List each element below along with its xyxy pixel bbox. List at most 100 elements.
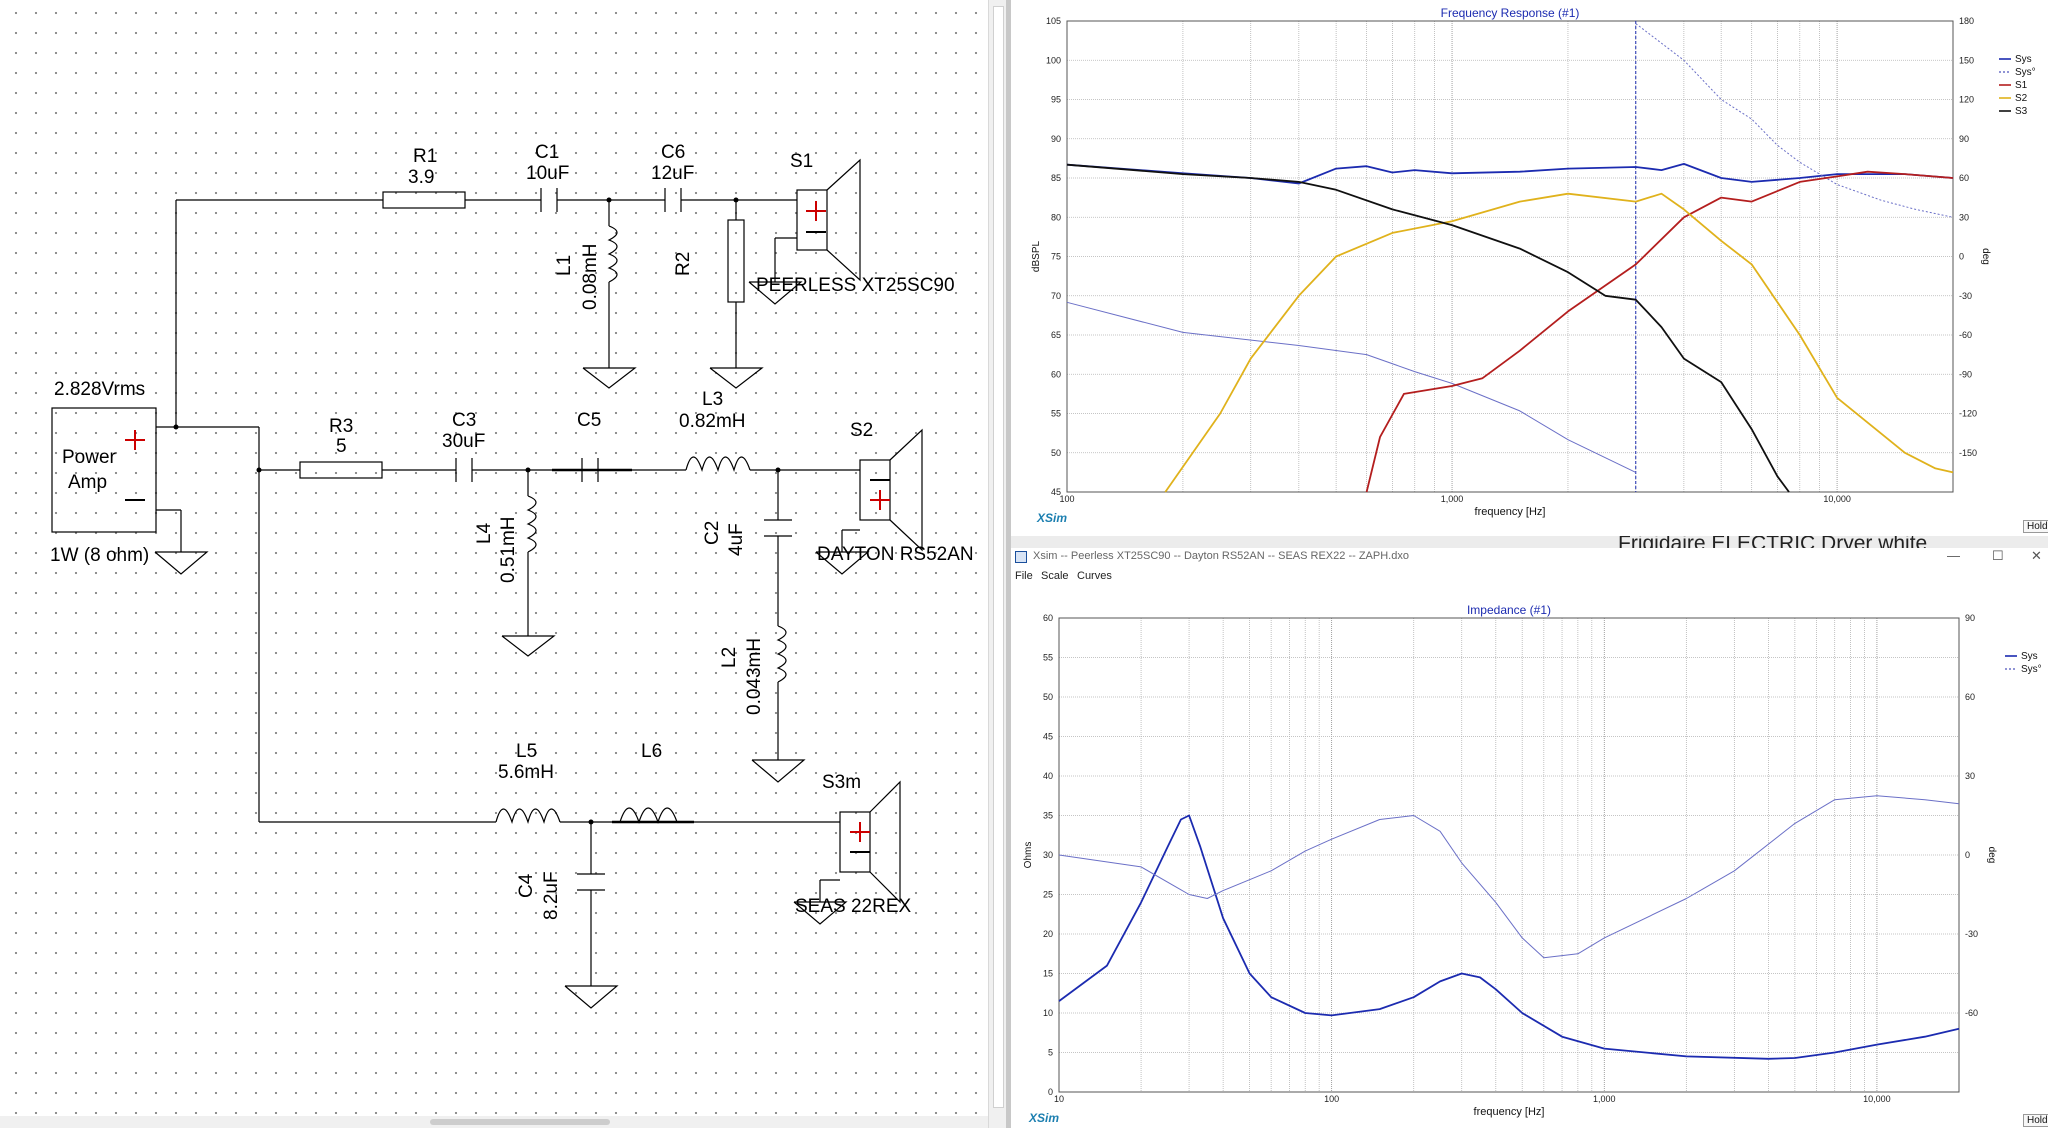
l1-name: L1: [554, 255, 575, 276]
imp-y2-tick: 30: [1965, 771, 1975, 781]
fr-x-tick: 10,000: [1823, 494, 1851, 504]
resistor-r2[interactable]: [727, 219, 745, 303]
menu-curves[interactable]: Curves: [1077, 570, 1112, 582]
fr-series-s1: [1365, 170, 1954, 493]
r3-value: 5: [336, 436, 347, 457]
imp-y-tick: 15: [1043, 969, 1053, 979]
l4-name: L4: [474, 522, 495, 544]
c6-name: C6: [661, 142, 685, 163]
close-icon[interactable]: ✕: [2031, 548, 2042, 563]
imp-y2-tick: -60: [1965, 1008, 1978, 1018]
fr-y-tick: 85: [1051, 173, 1061, 183]
imp-y-tick: 35: [1043, 811, 1053, 821]
fr-y-tick: 70: [1051, 291, 1061, 301]
inductor-l6: [619, 807, 678, 824]
fr-y2-tick: 120: [1959, 95, 1974, 105]
imp-y-tick: 0: [1048, 1087, 1053, 1097]
fr-y2-tick: 150: [1959, 55, 1974, 65]
maximize-icon[interactable]: ☐: [1992, 548, 2004, 563]
s3-name: S3m: [822, 772, 861, 793]
imp-y-tick: 40: [1043, 771, 1053, 781]
power-amp-block[interactable]: [51, 407, 157, 533]
menu-file[interactable]: File: [1015, 570, 1033, 582]
fr-hold-button[interactable]: Hold: [2023, 520, 2048, 533]
fr-x-tick: 1,000: [1441, 494, 1464, 504]
frequency-response-chart: 45 50 55 60 65 70 75 80 85 90 95 100 105 -150 -120 -90 -…: [1031, 6, 2036, 525]
imp-x-tick: 10: [1054, 1094, 1064, 1104]
fr-series-s3: [1066, 163, 1790, 493]
c1-value: 10uF: [526, 163, 569, 184]
impedance-titlebar[interactable]: Xsim -- Peerless XT25SC90 -- Dayton RS52…: [1011, 548, 2048, 566]
fr-y-tick: 60: [1051, 369, 1061, 379]
schematic-canvas[interactable]: 2.828Vrms Power Amp 1W (8 ohm) R1 3.9 C1…: [0, 0, 1007, 1128]
vertical-scroll-thumb[interactable]: [993, 6, 1004, 1108]
resistor-r1[interactable]: [382, 191, 466, 209]
fr-series-sysb: [1635, 23, 1954, 218]
fr-y-tick: 75: [1051, 252, 1061, 262]
imp-y-tick: 45: [1043, 732, 1053, 742]
inductor-l2: [776, 625, 787, 683]
imp-y2-tick: 90: [1965, 613, 1975, 623]
imp-series-sys: [1058, 814, 1960, 1060]
c2-name: C2: [702, 521, 723, 545]
imp-title: Impedance (#1): [1467, 603, 1551, 617]
imp-x-tick: 10,000: [1863, 1094, 1891, 1104]
source-name-line1: Power: [62, 447, 117, 468]
fr-y-tick: 95: [1051, 95, 1061, 105]
fr-y2-tick: -60: [1959, 330, 1972, 340]
fr-plot-frame: [1066, 20, 1954, 493]
fr-y2-tick: 30: [1959, 212, 1969, 222]
window-title: Xsim -- Peerless XT25SC90 -- Dayton RS52…: [1033, 550, 1409, 562]
speaker-s3[interactable]: [839, 811, 871, 873]
s1-name: S1: [790, 151, 813, 172]
c1-name: C1: [535, 142, 559, 163]
imp-series-sys: [1058, 795, 1960, 959]
c3-value: 30uF: [442, 431, 485, 452]
fr-y-tick: 50: [1051, 448, 1061, 458]
r1-value: 3.9: [408, 167, 434, 188]
speaker-s2[interactable]: [859, 459, 891, 521]
imp-y2-tick: 60: [1965, 692, 1975, 702]
s2-name: S2: [850, 420, 873, 441]
imp-y2-tick: 0: [1965, 850, 1970, 860]
c5-name: C5: [577, 410, 601, 431]
pane-divider[interactable]: [1006, 0, 1011, 1128]
frequency-response-window: 45 50 55 60 65 70 75 80 85 90 95 100 105 -150 -120 -90 -…: [1011, 0, 2048, 536]
schematic-horizontal-scrollbar[interactable]: [0, 1116, 988, 1128]
menu-scale[interactable]: Scale: [1041, 570, 1069, 582]
inductor-l1: [607, 225, 618, 283]
fr-y2-tick: 60: [1959, 173, 1969, 183]
horizontal-scroll-thumb[interactable]: [430, 1119, 610, 1125]
fr-y-tick: 80: [1051, 212, 1061, 222]
fr-y-tick: 55: [1051, 409, 1061, 419]
l4-value: 0.51mH: [498, 516, 519, 583]
background-window-strip: Frigidaire ELECTRIC Dryer white: [1011, 536, 2048, 548]
schematic-vertical-scrollbar[interactable]: [988, 0, 1007, 1128]
fr-x-axis-label: frequency [Hz]: [1475, 506, 1546, 518]
speaker-s1[interactable]: [796, 189, 828, 251]
app-icon: [1015, 551, 1027, 563]
imp-y-tick: 30: [1043, 850, 1053, 860]
fr-legend-label: S2: [2015, 93, 2028, 104]
fr-legend-label: Sys: [2015, 54, 2032, 65]
c2-value: 4uF: [726, 523, 747, 556]
source-rating-label: 1W (8 ohm): [50, 545, 149, 566]
imp-x-tick: 1,000: [1593, 1094, 1616, 1104]
c4-value: 8.2uF: [541, 871, 562, 920]
inductor-l5: [495, 808, 561, 825]
minimize-icon[interactable]: —: [1947, 548, 1960, 563]
imp-hold-button[interactable]: Hold: [2023, 1114, 2048, 1127]
l3-name: L3: [702, 389, 723, 410]
resistor-r3[interactable]: [299, 461, 383, 479]
imp-y-axis-label: Ohms: [1023, 842, 1034, 869]
imp-y-tick: 20: [1043, 929, 1053, 939]
fr-y-tick: 90: [1051, 134, 1061, 144]
imp-y-tick: 55: [1043, 653, 1053, 663]
c4-name: C4: [516, 873, 537, 898]
l5-name: L5: [516, 741, 537, 762]
imp-y2-tick: -30: [1965, 929, 1978, 939]
l2-value: 0.043mH: [744, 638, 765, 715]
imp-x-tick: 100: [1324, 1094, 1339, 1104]
inductor-l3: [685, 456, 751, 473]
s3-model: SEAS 22REX: [795, 896, 911, 917]
